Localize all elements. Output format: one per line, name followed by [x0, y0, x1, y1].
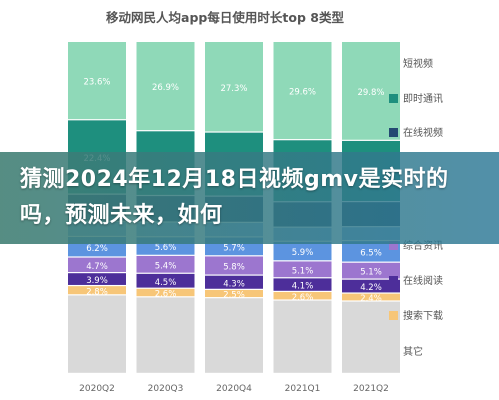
legend-swatch — [389, 59, 398, 68]
data-label: 6.5% — [360, 248, 382, 258]
bar-segment — [273, 278, 332, 291]
bar-segment — [273, 261, 332, 278]
legend-label: 在线阅读 — [403, 274, 443, 287]
x-tick-label: 2020Q4 — [216, 384, 252, 394]
bar-segment — [136, 297, 195, 373]
bar-segment — [273, 300, 332, 373]
bar-segment — [205, 289, 263, 298]
legend-label: 在线视频 — [403, 126, 443, 139]
legend-label: 即时通讯 — [403, 93, 443, 105]
bar-segment — [205, 298, 263, 373]
bar-segment — [205, 42, 263, 132]
bar-segment — [273, 42, 332, 140]
bar-segment — [68, 257, 126, 273]
legend-label: 短视频 — [403, 57, 433, 70]
legend-swatch — [389, 276, 398, 285]
bar-segment — [205, 275, 263, 289]
bar-segment — [273, 291, 332, 300]
data-label: 2.6% — [155, 290, 177, 300]
data-label: 29.6% — [289, 88, 316, 98]
x-tick-label: 2021Q2 — [353, 384, 389, 394]
data-label: 2.4% — [360, 294, 382, 304]
legend-swatch — [389, 94, 398, 103]
data-label: 5.7% — [223, 243, 245, 253]
data-label: 4.5% — [155, 278, 177, 288]
bar-segment — [342, 241, 400, 262]
bar-segment — [68, 286, 126, 295]
data-label: 5.6% — [155, 243, 177, 253]
chart-title: 移动网民人均app每日使用时长top 8类型 — [106, 10, 344, 25]
overlay-banner-text: 猜测2024年12月18日视频gmv是实时的吗，预测未来，如何 — [20, 167, 449, 228]
legend-swatch — [389, 241, 398, 250]
data-label: 5.1% — [292, 266, 314, 276]
x-axis: 2020Q2 2020Q3 2020Q4 2021Q1 2021Q2 — [79, 384, 389, 394]
data-label: 4.2% — [360, 283, 382, 293]
bar-segment — [342, 262, 400, 279]
bar-segment — [342, 279, 400, 293]
bar-segment — [68, 42, 126, 120]
overlay-banner — [0, 152, 499, 244]
legend-swatch — [389, 347, 398, 356]
bar-segment — [136, 273, 195, 288]
data-label: 29.8% — [357, 88, 384, 98]
data-label: 4.3% — [223, 279, 245, 289]
legend-label: 其它 — [403, 345, 423, 358]
data-label: 23.6% — [83, 78, 110, 88]
legend-swatch — [389, 128, 398, 137]
bar-segment — [205, 256, 263, 275]
bar-segment — [136, 255, 195, 273]
bar-segment — [342, 42, 400, 140]
data-label: 5.9% — [292, 248, 314, 258]
data-label: 2.6% — [292, 293, 314, 303]
data-label: 6.2% — [86, 244, 108, 254]
x-tick-label: 2020Q3 — [148, 384, 184, 394]
data-label: 5.8% — [223, 263, 245, 273]
x-tick-label: 2021Q1 — [285, 384, 321, 394]
data-label: 5.1% — [360, 268, 382, 278]
data-label: 2.8% — [86, 287, 108, 297]
data-label: 4.7% — [86, 262, 108, 272]
bar-segment — [136, 42, 195, 131]
legend-label: 搜索下载 — [403, 309, 443, 322]
bar-segment — [342, 293, 400, 301]
data-label: 2.5% — [223, 291, 245, 301]
bar-segment — [273, 241, 332, 261]
bar-segment — [68, 273, 126, 285]
x-tick-label: 2020Q2 — [79, 384, 115, 394]
bar-segment — [136, 288, 195, 297]
data-label: 4.1% — [292, 282, 314, 292]
legend-swatch — [389, 311, 398, 320]
data-label: 5.4% — [155, 261, 177, 271]
data-label: 27.3% — [220, 84, 247, 94]
data-label: 26.9% — [152, 83, 179, 93]
data-label: 3.9% — [86, 276, 108, 286]
bar-segment — [68, 295, 126, 373]
